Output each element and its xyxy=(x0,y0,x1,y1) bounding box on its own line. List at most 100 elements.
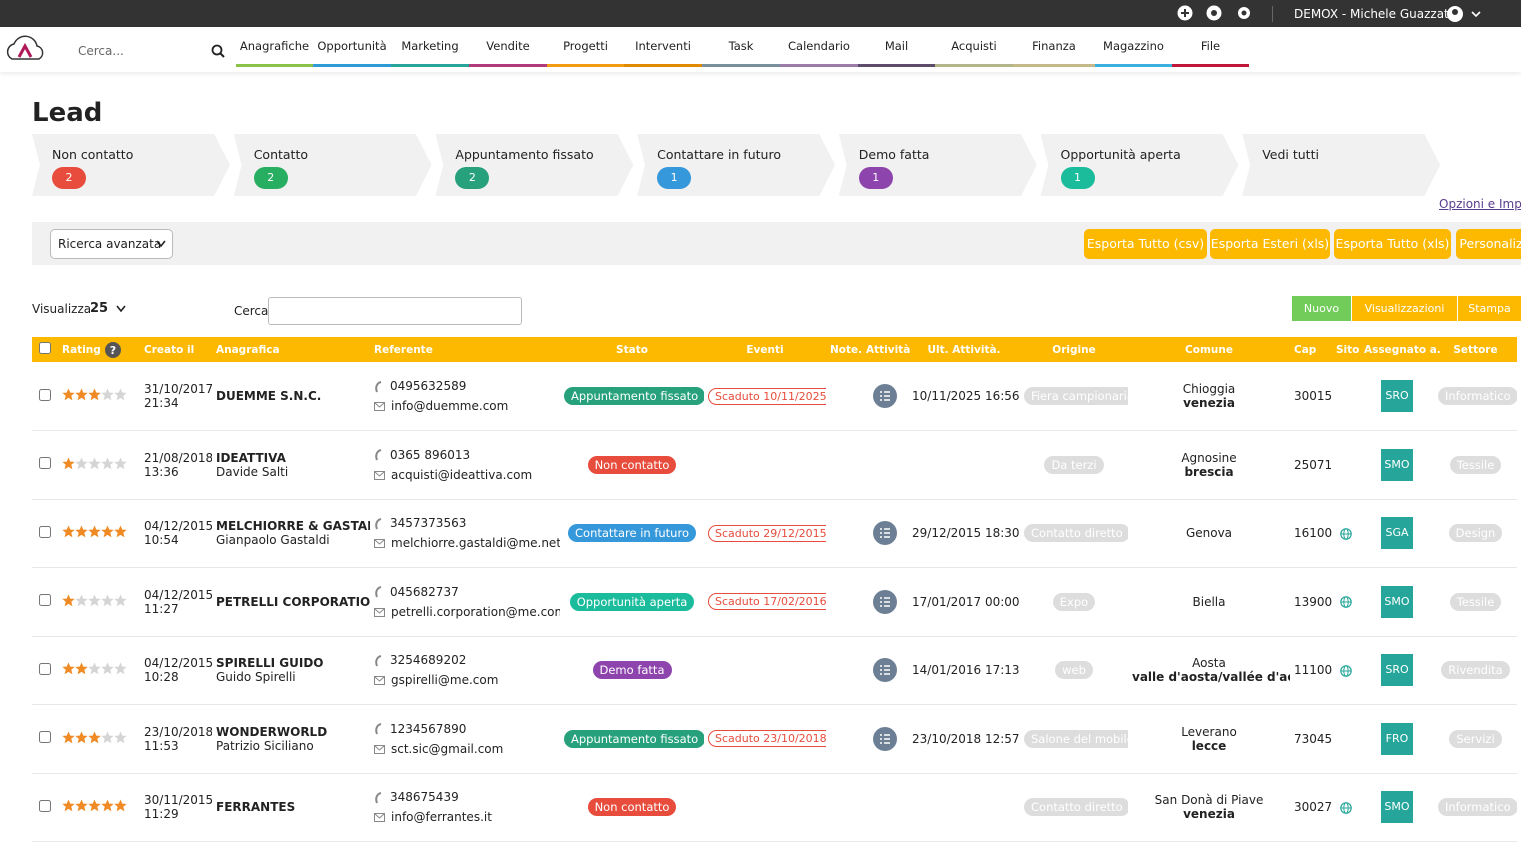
sector-badge: Design xyxy=(1448,524,1503,543)
nav-item[interactable]: Marketing xyxy=(391,39,469,67)
sector-badge: Tessile xyxy=(1449,592,1502,611)
lead-row[interactable]: 31/10/2017 21:34 DUEMME S.N.C. 0495632589 in… xyxy=(32,362,1517,431)
row-checkbox[interactable] xyxy=(39,662,51,675)
stage-card[interactable]: Demo fatta 1 xyxy=(838,134,1037,196)
email: acquisti@ideattiva.com xyxy=(374,465,556,485)
search-icon[interactable] xyxy=(211,44,225,58)
row-checkbox[interactable] xyxy=(39,457,51,470)
cell: 3254689202 gspirelli@me.com xyxy=(370,636,560,705)
rating-star xyxy=(75,594,88,610)
nav-item[interactable]: Magazzino xyxy=(1095,39,1172,67)
cell: Chioggia venezia xyxy=(1128,362,1290,431)
activity-icon[interactable] xyxy=(873,521,897,546)
nav-item[interactable]: Task xyxy=(702,39,780,67)
row-checkbox[interactable] xyxy=(39,525,51,538)
company-name[interactable]: FERRANTES xyxy=(216,800,296,815)
nav-item[interactable]: Interventi xyxy=(624,39,702,67)
export-button[interactable]: Esporta Tutto (csv) xyxy=(1084,229,1207,259)
website-icon[interactable] xyxy=(1340,663,1352,677)
lead-row[interactable]: 23/10/2018 11:53 WONDERWORLD Patrizio Sicil… xyxy=(32,705,1517,774)
activity-icon[interactable] xyxy=(873,658,897,683)
activity-icon[interactable] xyxy=(873,726,897,751)
stage-card[interactable]: Opportunità aperta 1 xyxy=(1040,134,1239,196)
export-button[interactable]: Personaliz xyxy=(1456,229,1521,259)
nav-item[interactable]: Progetti xyxy=(547,39,624,67)
company-name[interactable]: SPIRELLI GUIDO xyxy=(216,656,324,671)
control-button[interactable]: Nuovo xyxy=(1292,296,1351,321)
advanced-search-label: Ricerca avanzata xyxy=(58,237,162,251)
select-all[interactable] xyxy=(39,342,51,354)
last-activity: 23/10/2018 12:57 xyxy=(912,731,1020,746)
chevron[interactable] xyxy=(116,305,126,313)
lead-row[interactable]: 30/11/2015 11:29 FERRANTES 348675439 info@fe… xyxy=(32,773,1517,842)
rating-star xyxy=(101,799,114,815)
company-name[interactable]: WONDERWORLD xyxy=(216,724,328,739)
cell xyxy=(908,431,1020,500)
stage-card[interactable]: Non contatto 2 xyxy=(32,134,230,196)
city: Leverano xyxy=(1181,724,1237,739)
logo[interactable] xyxy=(4,35,48,63)
nav-item[interactable]: Calendario xyxy=(780,39,858,67)
website-icon[interactable] xyxy=(1340,526,1352,540)
cell xyxy=(58,568,140,637)
cell: Non contatto xyxy=(560,431,704,500)
activity-icon[interactable] xyxy=(873,589,897,614)
row-checkbox[interactable] xyxy=(39,731,51,744)
nav-item[interactable]: Opportunità xyxy=(313,39,391,67)
activity-icon[interactable] xyxy=(873,384,897,408)
stage-card[interactable]: Contattare in futuro 1 xyxy=(637,134,836,196)
show-value[interactable]: 25 xyxy=(90,301,109,316)
cell: Scaduto 29/12/2015 xyxy=(704,499,826,568)
email: melchiorre.gastaldi@me.net xyxy=(374,533,560,553)
company-name[interactable]: PETRELLI CORPORATION xyxy=(216,594,370,609)
nav-item[interactable]: Acquisti xyxy=(935,39,1013,67)
lead-row[interactable]: 04/12/2015 10:28 SPIRELLI GUIDO Guido Spire… xyxy=(32,636,1517,705)
row-checkbox[interactable] xyxy=(39,799,51,812)
company-name[interactable]: MELCHIORRE & GASTALDI xyxy=(216,519,370,534)
table-search[interactable] xyxy=(268,297,522,325)
nav-item[interactable]: Vendite xyxy=(469,39,547,67)
stage-card[interactable]: Vedi tutti xyxy=(1242,134,1441,196)
stage-card[interactable]: Contatto 2 xyxy=(233,134,432,196)
control-button[interactable]: Stampa xyxy=(1458,296,1521,321)
control-button[interactable]: Visualizzazioni xyxy=(1352,296,1457,321)
cell: FRO xyxy=(1360,705,1434,774)
phone-number: 348675439 xyxy=(390,790,459,805)
top-icons[interactable] xyxy=(1177,5,1257,22)
lead-row[interactable]: 21/08/2018 13:36 IDEATTIVA Davide Salti 0365… xyxy=(32,431,1517,500)
rating-star xyxy=(62,457,75,473)
row-checkbox[interactable] xyxy=(39,388,51,401)
export-button[interactable]: Esporta Tutto (xls) xyxy=(1334,229,1451,259)
user-name[interactable]: DEMOX - Michele Guazzato xyxy=(1294,7,1457,21)
advanced-search[interactable]: Ricerca avanzata xyxy=(50,229,173,259)
phone-number: 3457373563 xyxy=(390,516,467,531)
search-input[interactable]: Cerca... xyxy=(78,44,124,58)
cap: 11100 xyxy=(1294,663,1332,678)
company-name[interactable]: DUEMME S.N.C. xyxy=(216,389,322,403)
cell: Scaduto 10/11/2025 xyxy=(704,362,826,431)
website-icon[interactable] xyxy=(1340,595,1352,609)
company-name[interactable]: IDEATTIVA xyxy=(216,450,286,465)
cell xyxy=(32,431,58,500)
stage-card[interactable]: Appuntamento fissato 2 xyxy=(435,134,634,196)
nav-item[interactable]: Anagrafiche xyxy=(236,39,313,67)
nav-label: Marketing xyxy=(401,39,459,53)
export-button[interactable]: Esporta Esteri (xls) xyxy=(1210,229,1330,259)
rating-star xyxy=(88,731,101,747)
cell: IDEATTIVA Davide Salti xyxy=(212,431,370,500)
user-icon[interactable] xyxy=(1447,6,1483,22)
row-checkbox[interactable] xyxy=(39,594,51,607)
nav-item[interactable]: Finanza xyxy=(1013,39,1095,67)
options-link[interactable]: Opzioni e Imp xyxy=(1439,197,1521,211)
origin-badge: Contatto diretto xyxy=(1024,524,1128,543)
origin-badge: Expo xyxy=(1052,592,1096,611)
website-icon[interactable] xyxy=(1340,800,1352,814)
nav-label: File xyxy=(1200,39,1221,53)
nav-item[interactable]: Mail xyxy=(858,39,935,67)
cell: DUEMME S.N.C. xyxy=(212,362,370,431)
nav-item[interactable]: File xyxy=(1172,39,1249,67)
lead-row[interactable]: 04/12/2015 11:27 PETRELLI CORPORATION 04568… xyxy=(32,568,1517,637)
